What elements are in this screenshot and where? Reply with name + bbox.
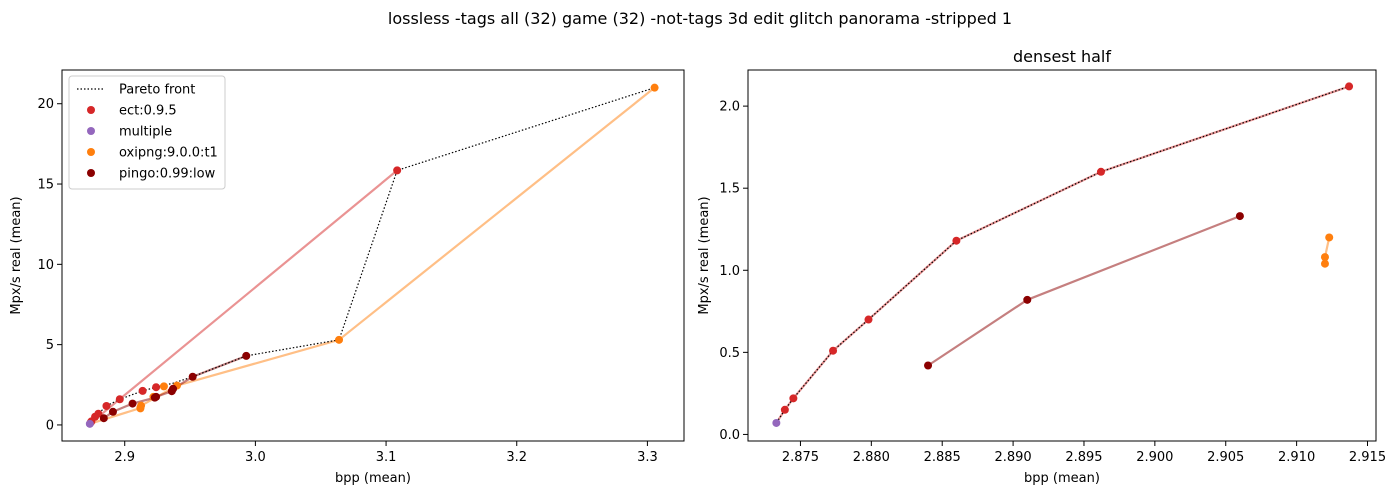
legend-swatch-oxipng-9-0-0-t1 bbox=[87, 148, 95, 156]
legend-label-ect-0-9-5: ect:0.9.5 bbox=[119, 104, 177, 119]
y-tick-label: 0.5 bbox=[719, 346, 740, 361]
x-tick-label: 2.890 bbox=[994, 450, 1031, 465]
data-point-ect-0-9-5 bbox=[1345, 82, 1354, 91]
data-point-ect-0-9-5 bbox=[829, 346, 838, 355]
data-point-oxipng-9-0-0-t1 bbox=[159, 382, 168, 391]
data-point-oxipng-9-0-0-t1 bbox=[650, 83, 659, 92]
y-tick-label: 0 bbox=[46, 418, 54, 433]
data-point-pingo-0-99-low bbox=[169, 384, 178, 393]
y-axis-label: Mpx/s real (mean) bbox=[9, 196, 24, 314]
series-line-ect-0-9-5 bbox=[89, 169, 398, 425]
data-point-oxipng-9-0-0-t1 bbox=[137, 401, 146, 410]
x-tick-label: 3.2 bbox=[506, 450, 527, 465]
axes-frame bbox=[747, 69, 1377, 442]
legend-label-pingo-0-99-low: pingo:0.99:low bbox=[119, 167, 216, 182]
legend-box bbox=[68, 75, 226, 190]
y-tick-label: 0.0 bbox=[719, 428, 740, 443]
x-tick-label: 2.9 bbox=[114, 450, 135, 465]
x-tick-label: 3.0 bbox=[245, 450, 266, 465]
data-point-pingo-0-99-low bbox=[188, 372, 197, 381]
data-point-ect-0-9-5 bbox=[115, 395, 124, 404]
legend-swatch-ect-0-9-5 bbox=[87, 106, 95, 114]
legend-swatch-pingo-0-99-low bbox=[87, 169, 95, 177]
legend-label-multiple: multiple bbox=[119, 125, 172, 140]
data-point-ect-0-9-5 bbox=[152, 383, 161, 392]
legend-label-pareto-front: Pareto front bbox=[119, 83, 195, 98]
data-point-multiple bbox=[772, 418, 781, 427]
x-tick-label: 2.880 bbox=[853, 450, 890, 465]
data-point-pingo-0-99-low bbox=[242, 351, 251, 360]
y-axis-label: Mpx/s real (mean) bbox=[697, 196, 712, 314]
data-point-ect-0-9-5 bbox=[864, 315, 873, 324]
x-tick-label: 2.875 bbox=[782, 450, 819, 465]
x-tick-label: 2.900 bbox=[1136, 450, 1173, 465]
y-tick-label: 2.0 bbox=[719, 100, 740, 115]
data-point-pingo-0-99-low bbox=[924, 361, 933, 370]
right-plot-densest-half: 2.875 2.880 2.885 2.890 2.895 2.900 2.905 2.910… bbox=[697, 47, 1386, 486]
figure-suptitle: lossless -tags all (32) game (32) -not-t… bbox=[388, 9, 1012, 28]
data-point-ect-0-9-5 bbox=[102, 401, 111, 410]
data-point-ect-0-9-5 bbox=[780, 405, 789, 414]
data-point-ect-0-9-5 bbox=[393, 166, 402, 175]
data-point-pingo-0-99-low bbox=[99, 414, 108, 423]
data-point-pingo-0-99-low bbox=[128, 399, 137, 408]
x-tick-label: 2.885 bbox=[924, 450, 961, 465]
plot-area bbox=[748, 70, 1376, 441]
y-tick-label: 10 bbox=[37, 258, 54, 273]
left-plot: 2.9 3.0 3.1 3.2 3.3 0 5 10 15 20 bpp (mean) Mpx/s r… bbox=[9, 69, 685, 486]
data-point-pingo-0-99-low bbox=[1235, 212, 1244, 221]
legend-label-oxipng-9-0-0-t1: oxipng:9.0.0:t1 bbox=[119, 146, 218, 161]
data-point-ect-0-9-5 bbox=[789, 394, 798, 403]
data-point-pingo-0-99-low bbox=[152, 392, 161, 401]
x-axis-label: bpp (mean) bbox=[1024, 471, 1100, 486]
y-tick-label: 1.0 bbox=[719, 264, 740, 279]
y-tick-label: 20 bbox=[37, 97, 54, 112]
legend-swatch-multiple bbox=[87, 127, 95, 135]
x-tick-label: 2.905 bbox=[1207, 450, 1244, 465]
data-point-oxipng-9-0-0-t1 bbox=[1320, 253, 1329, 262]
x-tick-label: 2.910 bbox=[1278, 450, 1315, 465]
x-tick-label: 2.895 bbox=[1065, 450, 1102, 465]
x-tick-label: 3.1 bbox=[376, 450, 397, 465]
data-point-ect-0-9-5 bbox=[952, 236, 961, 245]
y-tick-label: 1.5 bbox=[719, 182, 740, 197]
data-point-ect-0-9-5 bbox=[94, 409, 103, 418]
data-point-ect-0-9-5 bbox=[1096, 167, 1105, 176]
y-tick-label: 5 bbox=[46, 338, 54, 353]
legend: Pareto front ect:0.9.5 multiple oxipng:9.0.… bbox=[68, 75, 226, 190]
data-point-pingo-0-99-low bbox=[108, 407, 117, 416]
data-point-ect-0-9-5 bbox=[138, 386, 147, 395]
y-tick-label: 15 bbox=[37, 178, 54, 193]
data-point-pingo-0-99-low bbox=[1023, 295, 1032, 304]
x-tick-label: 3.3 bbox=[637, 450, 658, 465]
axes-frame bbox=[61, 69, 685, 442]
x-axis-label: bpp (mean) bbox=[335, 471, 411, 486]
data-point-multiple bbox=[85, 419, 94, 428]
axes-title: densest half bbox=[1013, 47, 1111, 66]
data-point-oxipng-9-0-0-t1 bbox=[1325, 233, 1334, 242]
data-point-oxipng-9-0-0-t1 bbox=[1320, 259, 1329, 268]
data-point-oxipng-9-0-0-t1 bbox=[335, 335, 344, 344]
x-tick-label: 2.915 bbox=[1349, 450, 1386, 465]
